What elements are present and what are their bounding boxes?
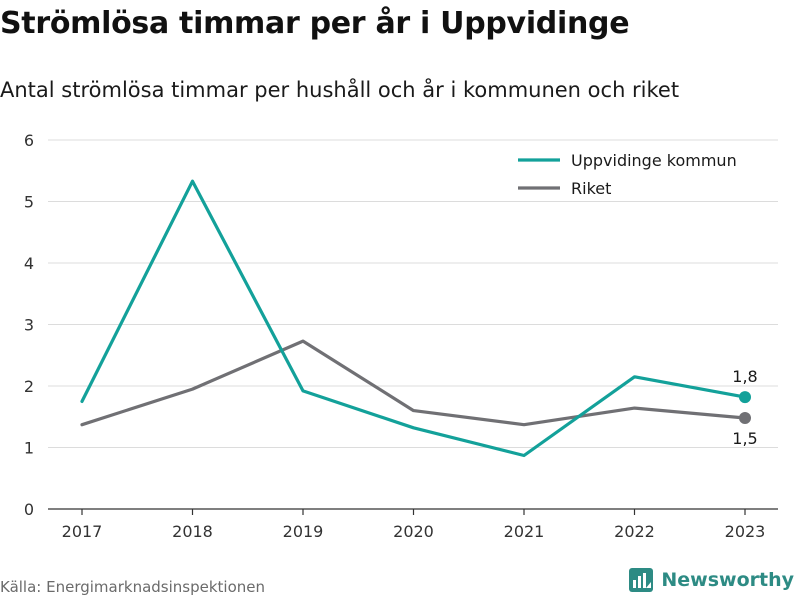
- y-tick-label: 3: [24, 316, 34, 335]
- x-tick-label: 2017: [62, 522, 103, 541]
- series-end-point: [739, 391, 751, 404]
- legend-label: Riket: [571, 179, 611, 198]
- x-tick-label: 2020: [393, 522, 434, 541]
- end-label-riket: 1,5: [732, 429, 757, 448]
- chart-title: Strömlösa timmar per år i Uppvidinge: [0, 6, 630, 41]
- y-tick-label: 5: [24, 193, 34, 212]
- series-line-riket: [80, 339, 747, 427]
- chart-subtitle: Antal strömlösa timmar per hushåll och å…: [0, 78, 680, 102]
- y-tick-label: 2: [24, 377, 34, 396]
- x-tick-label: 2022: [614, 522, 655, 541]
- brand: Newsworthy: [629, 568, 794, 592]
- y-tick-label: 0: [24, 500, 34, 519]
- brand-name: Newsworthy: [661, 569, 794, 591]
- series-line-uppvidinge: [80, 179, 747, 458]
- newsworthy-logo-icon: [629, 568, 654, 592]
- series-end-point: [739, 411, 751, 424]
- y-tick-label: 6: [24, 131, 34, 150]
- source-note: Källa: Energimarknadsinspektionen: [0, 578, 266, 596]
- legend-label: Uppvidinge kommun: [571, 151, 737, 170]
- x-tick-label: 2018: [172, 522, 213, 541]
- x-tick-label: 2023: [725, 522, 766, 541]
- legend-background: [510, 143, 766, 201]
- y-tick-label: 1: [24, 439, 34, 458]
- x-tick-label: 2021: [504, 522, 545, 541]
- y-tick-label: 4: [24, 254, 34, 273]
- end-label-uppvidinge: 1,8: [732, 367, 757, 386]
- x-tick-label: 2019: [283, 522, 324, 541]
